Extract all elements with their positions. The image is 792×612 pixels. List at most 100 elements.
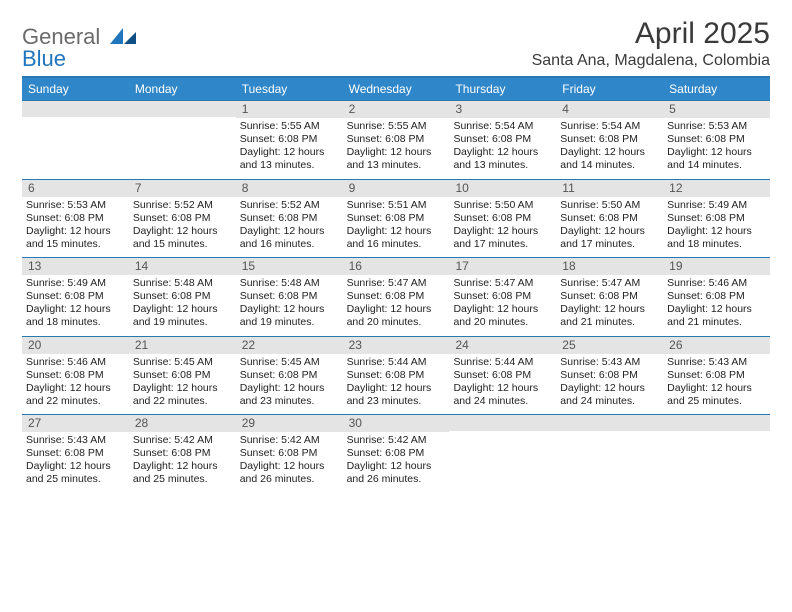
sunset-text: Sunset: 6:08 PM xyxy=(26,447,125,460)
sunset-text: Sunset: 6:08 PM xyxy=(453,133,552,146)
day-info: Sunrise: 5:54 AMSunset: 6:08 PMDaylight:… xyxy=(556,120,663,173)
day-number: 9 xyxy=(343,180,450,197)
day-info: Sunrise: 5:52 AMSunset: 6:08 PMDaylight:… xyxy=(129,199,236,252)
day-cell: 4 Sunrise: 5:54 AMSunset: 6:08 PMDaylight… xyxy=(556,101,663,179)
day-cell xyxy=(663,415,770,493)
day-cell: 14Sunrise: 5:48 AMSunset: 6:08 PMDayligh… xyxy=(129,258,236,336)
sunrise-text: Sunrise: 5:46 AM xyxy=(26,356,125,369)
sunset-text: Sunset: 6:08 PM xyxy=(26,290,125,303)
daylight-text-1: Daylight: 12 hours xyxy=(347,146,446,159)
sunset-text: Sunset: 6:08 PM xyxy=(26,369,125,382)
day-number: 17 xyxy=(449,258,556,275)
day-info: Sunrise: 5:42 AMSunset: 6:08 PMDaylight:… xyxy=(343,434,450,487)
day-number: 21 xyxy=(129,337,236,354)
day-number xyxy=(129,101,236,117)
day-info: Sunrise: 5:53 AMSunset: 6:08 PMDaylight:… xyxy=(22,199,129,252)
daylight-text-1: Daylight: 12 hours xyxy=(560,146,659,159)
brand-part2: Blue xyxy=(22,46,66,71)
daylight-text-1: Daylight: 12 hours xyxy=(133,382,232,395)
day-info: Sunrise: 5:54 AMSunset: 6:08 PMDaylight:… xyxy=(449,120,556,173)
day-cell: 27Sunrise: 5:43 AMSunset: 6:08 PMDayligh… xyxy=(22,415,129,493)
daylight-text-2: and 14 minutes. xyxy=(560,159,659,172)
daylight-text-2: and 20 minutes. xyxy=(453,316,552,329)
daylight-text-2: and 13 minutes. xyxy=(347,159,446,172)
daylight-text-1: Daylight: 12 hours xyxy=(240,146,339,159)
day-cell: 20Sunrise: 5:46 AMSunset: 6:08 PMDayligh… xyxy=(22,337,129,415)
day-number: 12 xyxy=(663,180,770,197)
day-number: 30 xyxy=(343,415,450,432)
day-cell: 22Sunrise: 5:45 AMSunset: 6:08 PMDayligh… xyxy=(236,337,343,415)
daylight-text-2: and 18 minutes. xyxy=(26,316,125,329)
daylight-text-1: Daylight: 12 hours xyxy=(133,460,232,473)
brand-logo: General Blue xyxy=(22,18,136,70)
day-info: Sunrise: 5:43 AMSunset: 6:08 PMDaylight:… xyxy=(556,356,663,409)
day-info: Sunrise: 5:52 AMSunset: 6:08 PMDaylight:… xyxy=(236,199,343,252)
sunrise-text: Sunrise: 5:47 AM xyxy=(347,277,446,290)
sunset-text: Sunset: 6:08 PM xyxy=(240,133,339,146)
sunset-text: Sunset: 6:08 PM xyxy=(667,212,766,225)
day-number xyxy=(22,101,129,117)
month-title: April 2025 xyxy=(532,18,770,50)
daylight-text-1: Daylight: 12 hours xyxy=(453,303,552,316)
day-number: 26 xyxy=(663,337,770,354)
sunrise-text: Sunrise: 5:53 AM xyxy=(26,199,125,212)
sunrise-text: Sunrise: 5:51 AM xyxy=(347,199,446,212)
daylight-text-2: and 22 minutes. xyxy=(133,395,232,408)
day-cell: 23Sunrise: 5:44 AMSunset: 6:08 PMDayligh… xyxy=(343,337,450,415)
day-number: 4 xyxy=(556,101,663,118)
sunrise-text: Sunrise: 5:52 AM xyxy=(133,199,232,212)
day-info: Sunrise: 5:43 AMSunset: 6:08 PMDaylight:… xyxy=(663,356,770,409)
calendar-page: General Blue April 2025 Santa Ana, Magda… xyxy=(0,0,792,493)
weeks-container: 1Sunrise: 5:55 AMSunset: 6:08 PMDaylight… xyxy=(22,100,770,493)
day-number: 1 xyxy=(236,101,343,118)
sunrise-text: Sunrise: 5:43 AM xyxy=(26,434,125,447)
day-cell: 16Sunrise: 5:47 AMSunset: 6:08 PMDayligh… xyxy=(343,258,450,336)
title-block: April 2025 Santa Ana, Magdalena, Colombi… xyxy=(532,18,770,70)
sunset-text: Sunset: 6:08 PM xyxy=(240,290,339,303)
day-info: Sunrise: 5:55 AMSunset: 6:08 PMDaylight:… xyxy=(343,120,450,173)
day-cell: 28Sunrise: 5:42 AMSunset: 6:08 PMDayligh… xyxy=(129,415,236,493)
day-info: Sunrise: 5:47 AMSunset: 6:08 PMDaylight:… xyxy=(556,277,663,330)
sunset-text: Sunset: 6:08 PM xyxy=(560,290,659,303)
sunset-text: Sunset: 6:08 PM xyxy=(667,133,766,146)
day-cell: 7Sunrise: 5:52 AMSunset: 6:08 PMDaylight… xyxy=(129,180,236,258)
daylight-text-1: Daylight: 12 hours xyxy=(560,303,659,316)
sunrise-text: Sunrise: 5:44 AM xyxy=(453,356,552,369)
sunrise-text: Sunrise: 5:54 AM xyxy=(560,120,659,133)
sunset-text: Sunset: 6:08 PM xyxy=(133,290,232,303)
day-number xyxy=(663,415,770,431)
calendar-grid: Sunday Monday Tuesday Wednesday Thursday… xyxy=(22,76,770,493)
day-number: 15 xyxy=(236,258,343,275)
daylight-text-2: and 19 minutes. xyxy=(133,316,232,329)
daylight-text-1: Daylight: 12 hours xyxy=(347,460,446,473)
daylight-text-2: and 26 minutes. xyxy=(240,473,339,486)
daylight-text-1: Daylight: 12 hours xyxy=(240,382,339,395)
day-info: Sunrise: 5:44 AMSunset: 6:08 PMDaylight:… xyxy=(343,356,450,409)
dow-sunday: Sunday xyxy=(22,78,129,100)
sunrise-text: Sunrise: 5:50 AM xyxy=(453,199,552,212)
daylight-text-2: and 23 minutes. xyxy=(347,395,446,408)
day-number: 28 xyxy=(129,415,236,432)
day-number: 27 xyxy=(22,415,129,432)
sunrise-text: Sunrise: 5:45 AM xyxy=(240,356,339,369)
day-number: 29 xyxy=(236,415,343,432)
daylight-text-1: Daylight: 12 hours xyxy=(347,303,446,316)
daylight-text-1: Daylight: 12 hours xyxy=(667,303,766,316)
daylight-text-2: and 15 minutes. xyxy=(26,238,125,251)
sunrise-text: Sunrise: 5:43 AM xyxy=(560,356,659,369)
day-number: 14 xyxy=(129,258,236,275)
day-number: 20 xyxy=(22,337,129,354)
sunset-text: Sunset: 6:08 PM xyxy=(453,290,552,303)
sunrise-text: Sunrise: 5:49 AM xyxy=(667,199,766,212)
sunrise-text: Sunrise: 5:48 AM xyxy=(240,277,339,290)
day-info: Sunrise: 5:45 AMSunset: 6:08 PMDaylight:… xyxy=(236,356,343,409)
day-cell: 13Sunrise: 5:49 AMSunset: 6:08 PMDayligh… xyxy=(22,258,129,336)
daylight-text-1: Daylight: 12 hours xyxy=(240,460,339,473)
day-cell: 29Sunrise: 5:42 AMSunset: 6:08 PMDayligh… xyxy=(236,415,343,493)
daylight-text-1: Daylight: 12 hours xyxy=(240,303,339,316)
day-cell: 1Sunrise: 5:55 AMSunset: 6:08 PMDaylight… xyxy=(236,101,343,179)
day-cell: 26 Sunrise: 5:43 AMSunset: 6:08 PMDayligh… xyxy=(663,337,770,415)
header: General Blue April 2025 Santa Ana, Magda… xyxy=(22,18,770,70)
day-info: Sunrise: 5:47 AMSunset: 6:08 PMDaylight:… xyxy=(449,277,556,330)
location-subtitle: Santa Ana, Magdalena, Colombia xyxy=(532,52,770,70)
